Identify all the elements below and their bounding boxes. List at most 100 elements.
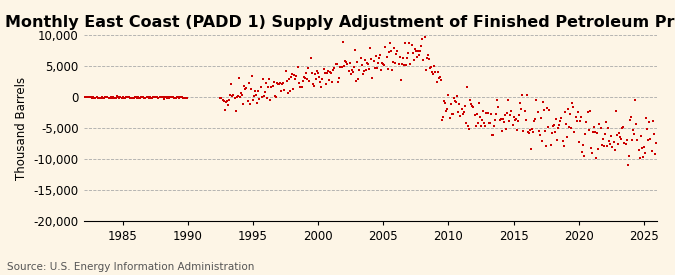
Point (243, 81, 254, 85)
Point (396, 61, 407, 66)
Point (368, 59, 379, 64)
Point (467, 104, 478, 109)
Point (464, 126, 475, 131)
Point (335, 65, 346, 70)
Point (466, 102, 477, 106)
Point (115, 95, 126, 99)
Point (266, 84, 277, 89)
Point (558, 144, 569, 149)
Point (475, 115, 485, 119)
Point (545, 143, 556, 147)
Point (304, 78, 315, 83)
Point (238, 101, 248, 106)
Point (339, 64, 350, 68)
Point (111, 95, 122, 100)
Point (333, 76, 344, 81)
Point (423, 57, 434, 62)
Point (468, 104, 479, 109)
Point (535, 116, 546, 120)
Point (78, 95, 89, 99)
Point (253, 89, 264, 93)
Point (639, 145, 649, 149)
Point (82, 94, 92, 99)
Point (364, 67, 375, 71)
Point (415, 48, 426, 53)
Point (456, 106, 467, 111)
Point (167, 94, 178, 99)
Point (540, 128, 551, 133)
Point (393, 61, 404, 66)
Point (316, 85, 327, 89)
Point (524, 128, 535, 132)
Point (382, 67, 393, 71)
Point (407, 51, 418, 55)
Point (312, 69, 323, 74)
Point (343, 69, 354, 73)
Point (257, 76, 268, 81)
Point (232, 95, 242, 99)
Point (139, 96, 150, 100)
Point (137, 95, 148, 99)
Point (619, 141, 630, 145)
Point (236, 91, 246, 95)
Point (341, 60, 352, 65)
Point (412, 54, 423, 59)
Point (497, 117, 508, 121)
Point (151, 95, 162, 99)
Point (344, 61, 355, 65)
Point (408, 58, 419, 62)
Point (505, 112, 516, 117)
Point (348, 69, 358, 74)
Point (416, 44, 427, 48)
Point (427, 69, 437, 74)
Point (227, 94, 238, 98)
Point (605, 142, 616, 146)
Point (477, 117, 487, 122)
Point (313, 71, 323, 75)
Point (387, 67, 398, 72)
Point (280, 68, 291, 73)
Point (225, 93, 236, 97)
Point (117, 95, 128, 100)
Point (103, 96, 114, 100)
Point (346, 68, 357, 72)
Point (481, 111, 492, 116)
Point (143, 95, 154, 100)
Point (585, 146, 596, 151)
Point (385, 49, 396, 53)
Point (79, 95, 90, 100)
Point (554, 123, 565, 128)
Point (597, 137, 608, 142)
Point (241, 86, 252, 90)
Point (512, 118, 523, 123)
Point (643, 138, 653, 142)
Point (291, 73, 302, 78)
Point (221, 99, 232, 104)
Point (626, 138, 637, 143)
Point (269, 94, 280, 98)
Point (155, 94, 166, 99)
Point (493, 105, 504, 109)
Point (251, 93, 262, 98)
Point (621, 138, 632, 142)
Point (144, 95, 155, 100)
Point (612, 133, 622, 137)
Point (360, 58, 371, 62)
Point (129, 95, 140, 99)
Point (328, 68, 339, 72)
Point (126, 96, 137, 100)
Point (337, 65, 348, 69)
Point (385, 41, 396, 45)
Point (587, 150, 597, 155)
Point (502, 111, 512, 115)
Point (92, 96, 103, 101)
Point (441, 108, 452, 113)
Point (428, 72, 439, 77)
Point (314, 75, 325, 79)
Point (221, 100, 232, 104)
Point (281, 78, 292, 83)
Title: Monthly East Coast (PADD 1) Supply Adjustment of Finished Petroleum Products: Monthly East Coast (PADD 1) Supply Adjus… (5, 15, 675, 30)
Point (357, 71, 368, 76)
Point (642, 126, 653, 131)
Point (230, 109, 241, 113)
